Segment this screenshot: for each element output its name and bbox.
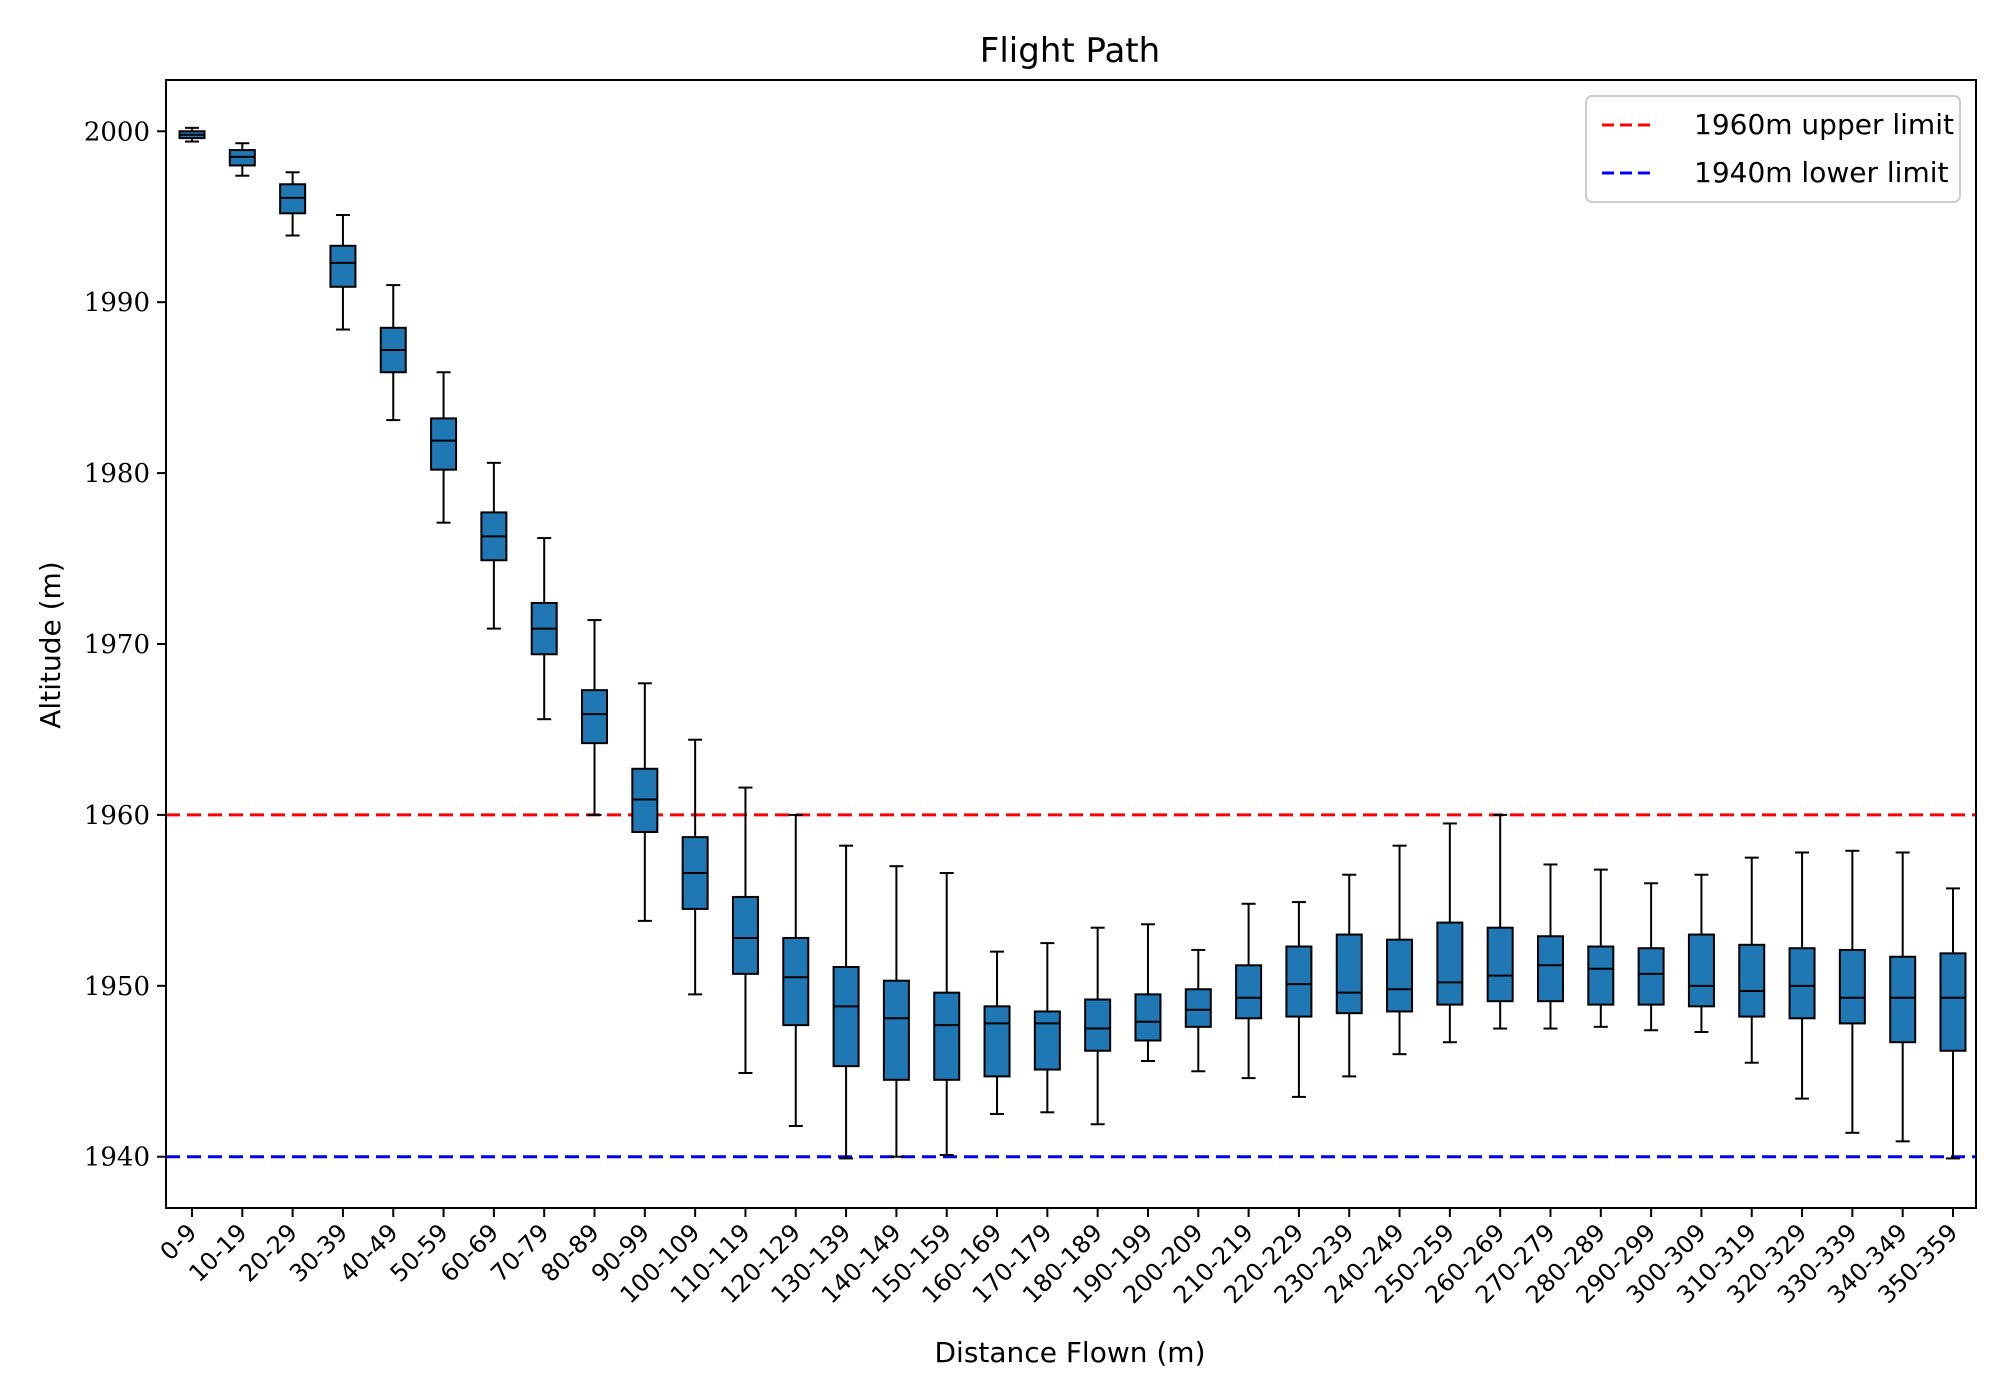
box-150-159 bbox=[933, 872, 961, 1157]
box-iqr bbox=[1889, 955, 1917, 1044]
box-iqr bbox=[430, 417, 458, 471]
box-190-199 bbox=[1134, 923, 1162, 1063]
box-iqr bbox=[1738, 943, 1766, 1018]
box-230-239 bbox=[1335, 873, 1363, 1078]
box-330-339 bbox=[1838, 849, 1866, 1134]
box-iqr bbox=[731, 895, 759, 975]
box-160-169 bbox=[983, 950, 1011, 1115]
box-290-299 bbox=[1637, 882, 1665, 1032]
box-40-49 bbox=[379, 284, 407, 422]
box-iqr bbox=[1587, 945, 1615, 1006]
legend-box bbox=[1585, 95, 1961, 203]
box-iqr bbox=[1788, 947, 1816, 1020]
box-iqr bbox=[1536, 935, 1564, 1003]
box-iqr bbox=[1386, 938, 1414, 1013]
box-20-29 bbox=[279, 171, 307, 237]
box-iqr bbox=[882, 979, 910, 1081]
box-210-219 bbox=[1235, 902, 1263, 1080]
box-iqr bbox=[329, 244, 357, 288]
legend: 1960m upper limit 1940m lower limit bbox=[1585, 95, 1961, 203]
box-280-289 bbox=[1587, 868, 1615, 1028]
box-180-189 bbox=[1084, 926, 1112, 1126]
box-250-259 bbox=[1436, 822, 1464, 1044]
box-170-179 bbox=[1033, 942, 1061, 1114]
y-axis: 1940 1950 1960 1970 1980 1990 2000 bbox=[84, 117, 166, 1173]
box-110-119 bbox=[731, 786, 759, 1074]
box-iqr bbox=[1436, 921, 1464, 1006]
x-axis: 0-910-1920-2930-3940-4950-5960-6970-7980… bbox=[155, 1208, 1963, 1309]
box-340-349 bbox=[1889, 851, 1917, 1143]
box-iqr bbox=[1134, 993, 1162, 1042]
box-140-149 bbox=[882, 865, 910, 1158]
box-iqr bbox=[933, 991, 961, 1081]
y-tick-label-1940: 1940 bbox=[84, 1143, 150, 1173]
box-240-249 bbox=[1386, 844, 1414, 1056]
box-iqr bbox=[1939, 952, 1967, 1052]
box-iqr bbox=[983, 1005, 1011, 1078]
y-tick-label-2000: 2000 bbox=[84, 117, 150, 147]
box-iqr bbox=[1687, 933, 1715, 1008]
box-220-229 bbox=[1285, 901, 1313, 1098]
box-10-19 bbox=[228, 142, 256, 177]
box-100-109 bbox=[681, 738, 709, 996]
y-tick-label-1950: 1950 bbox=[84, 972, 150, 1002]
box-iqr bbox=[782, 936, 810, 1027]
box-iqr bbox=[1486, 926, 1514, 1003]
y-tick-label-1960: 1960 bbox=[84, 801, 150, 831]
box-300-309 bbox=[1687, 873, 1715, 1033]
box-130-139 bbox=[832, 844, 860, 1160]
y-tick-label-1990: 1990 bbox=[84, 288, 150, 318]
box-iqr bbox=[1335, 933, 1363, 1015]
box-310-319 bbox=[1738, 856, 1766, 1064]
box-350-359 bbox=[1939, 887, 1967, 1160]
legend-label-0: 1960m upper limit bbox=[1694, 108, 1954, 141]
box-iqr bbox=[581, 689, 609, 745]
box-50-59 bbox=[430, 371, 458, 524]
x-axis-label: Distance Flown (m) bbox=[934, 1336, 1205, 1369]
y-tick-label-1980: 1980 bbox=[84, 459, 150, 489]
box-iqr bbox=[832, 966, 860, 1068]
box-iqr bbox=[1637, 947, 1665, 1006]
box-260-269 bbox=[1486, 813, 1514, 1030]
box-90-99 bbox=[631, 682, 659, 922]
reference-lines bbox=[166, 813, 1976, 1159]
box-series bbox=[178, 126, 1967, 1160]
box-60-69 bbox=[480, 461, 508, 630]
box-iqr bbox=[1184, 988, 1212, 1028]
box-70-79 bbox=[530, 537, 558, 721]
y-tick-label-1970: 1970 bbox=[84, 630, 150, 660]
box-iqr bbox=[1033, 1010, 1061, 1071]
box-iqr bbox=[1285, 945, 1313, 1018]
box-270-279 bbox=[1536, 863, 1564, 1030]
box-120-129 bbox=[782, 813, 810, 1127]
y-axis-label: Altitude (m) bbox=[34, 561, 67, 728]
box-iqr bbox=[1838, 948, 1866, 1025]
plot-frame bbox=[165, 79, 1977, 1209]
box-80-89 bbox=[581, 619, 609, 816]
box-iqr bbox=[1235, 964, 1263, 1020]
box-0-9 bbox=[178, 126, 206, 143]
legend-label-1: 1940m lower limit bbox=[1694, 156, 1948, 189]
box-iqr bbox=[1084, 998, 1112, 1052]
box-200-209 bbox=[1184, 948, 1212, 1073]
box-320-329 bbox=[1788, 851, 1816, 1100]
chart-title: Flight Path bbox=[980, 31, 1160, 71]
box-30-39 bbox=[329, 214, 357, 331]
